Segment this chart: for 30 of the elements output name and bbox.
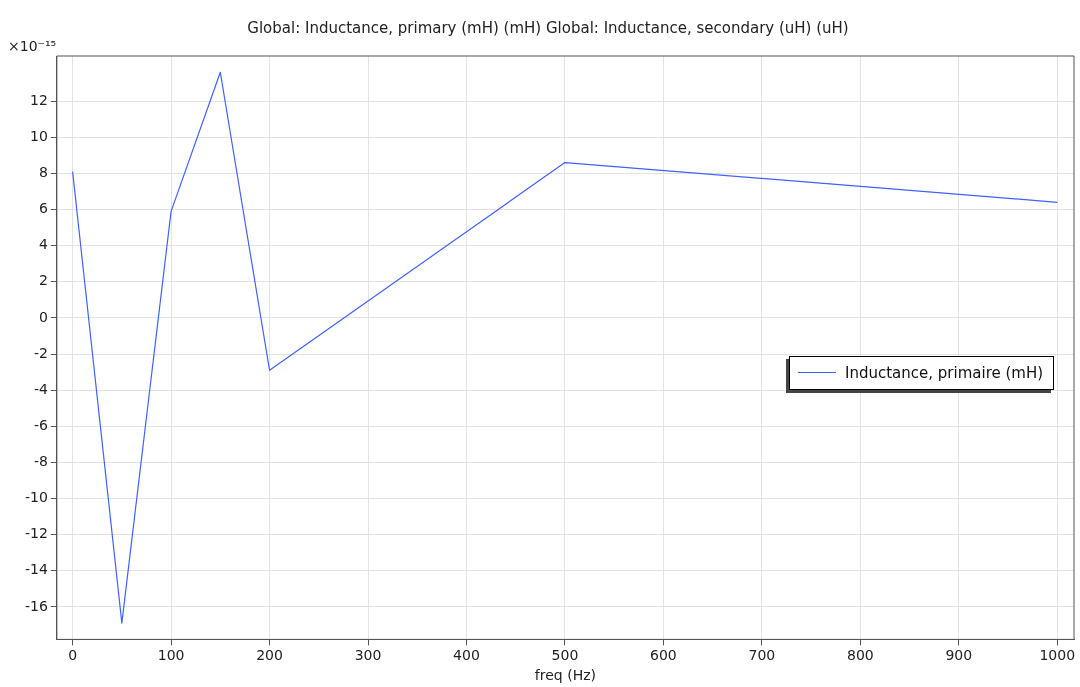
x-tick-label: 600 bbox=[650, 647, 677, 664]
y-tick-label: 0 bbox=[38, 308, 48, 325]
y-tick-label: 6 bbox=[38, 200, 48, 217]
x-tick-label: 1000 bbox=[1039, 647, 1076, 664]
y-tick-label: 12 bbox=[30, 91, 48, 108]
y-tick-label: 10 bbox=[30, 127, 48, 144]
x-tick-label: 900 bbox=[945, 647, 973, 664]
x-tick-label: 500 bbox=[551, 647, 579, 664]
x-tick-label: 100 bbox=[157, 647, 185, 664]
y-tick-label: -16 bbox=[24, 597, 48, 614]
x-tick-label: 800 bbox=[846, 647, 874, 664]
x-axis-title: freq (Hz) bbox=[534, 667, 596, 684]
x-tick-label: 200 bbox=[256, 647, 283, 664]
y-tick-label: -12 bbox=[24, 525, 48, 542]
y-tick-label: -8 bbox=[33, 453, 48, 470]
y-tick-label: 2 bbox=[38, 272, 48, 289]
y-tick-label: -6 bbox=[33, 416, 48, 433]
x-tick-label: 400 bbox=[453, 647, 480, 664]
y-tick-label: -4 bbox=[33, 380, 48, 397]
y-tick-label: 8 bbox=[38, 164, 48, 181]
y-tick-label: -10 bbox=[24, 489, 48, 506]
y-tick-label: 4 bbox=[38, 236, 48, 253]
text: ×10⁻¹⁵ bbox=[8, 38, 57, 54]
x-tick-label: 0 bbox=[68, 647, 78, 664]
y-tick-label: -2 bbox=[33, 344, 48, 361]
y-tick-label: -14 bbox=[24, 561, 48, 578]
chart-title: Global: Inductance, primary (mH) (mH) Global: Inductance, secondary (uH) (uH) bbox=[247, 18, 849, 37]
x-tick-label: 300 bbox=[354, 647, 382, 664]
x-tick-label: 700 bbox=[748, 647, 776, 664]
legend-label: Inductance, primaire (mH) bbox=[845, 363, 1044, 382]
